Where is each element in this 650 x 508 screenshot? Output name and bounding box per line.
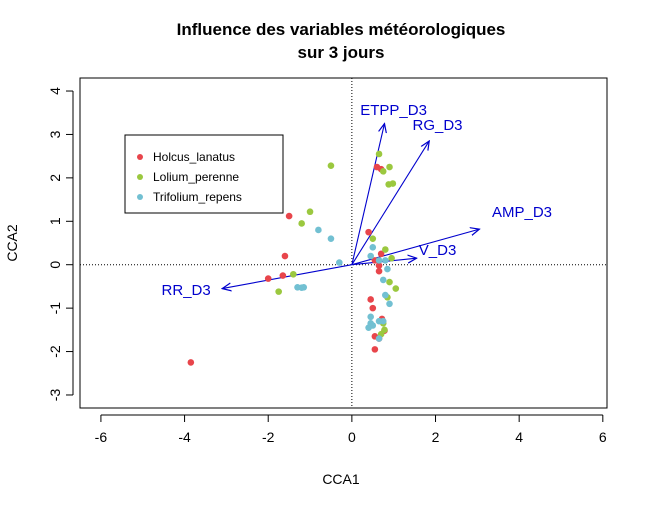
legend: Holcus_lanatus Lolium_perenne Trifolium_re… <box>124 134 284 214</box>
plot-frame <box>79 77 608 409</box>
x-axis: -6 -4 -2 0 2 4 6 <box>95 414 607 445</box>
legend-marker <box>137 174 143 180</box>
y-tick-label: -2 <box>47 345 63 358</box>
point-trifolium-repens <box>367 252 374 260</box>
arrow-label: AMP_D3 <box>492 204 552 221</box>
y-tick-label: 3 <box>47 130 63 138</box>
arrow-rg-d3 <box>351 141 429 266</box>
point-holcus-lanatus <box>371 346 379 353</box>
point-lolium-perenne <box>386 163 393 171</box>
point-trifolium-repens <box>375 257 383 264</box>
point-trifolium-repens <box>386 300 393 308</box>
point-trifolium-repens <box>379 317 387 325</box>
point-holcus-lanatus <box>281 252 289 260</box>
point-lolium-perenne <box>382 246 389 253</box>
point-trifolium-repens <box>379 276 387 284</box>
x-tick-label: -4 <box>178 429 191 445</box>
legend-label: Lolium_perenne <box>153 170 239 184</box>
point-lolium-perenne <box>392 285 400 292</box>
x-axis-title: CCA1 <box>322 471 360 487</box>
x-tick-label: 2 <box>432 429 440 445</box>
point-trifolium-repens <box>369 244 377 251</box>
x-tick-label: -2 <box>262 429 275 445</box>
legend-box <box>124 134 284 214</box>
arrow-label: RG_D3 <box>413 117 463 134</box>
point-trifolium-repens <box>375 335 383 342</box>
point-holcus-lanatus <box>279 272 287 279</box>
chart-title-line-2: sur 3 jours <box>298 43 385 62</box>
point-trifolium-repens <box>315 226 322 234</box>
reference-lines <box>80 78 607 408</box>
x-tick-label: 4 <box>515 429 523 445</box>
y-tick-label: 2 <box>47 174 63 182</box>
legend-marker <box>137 194 143 200</box>
x-tick-label: 6 <box>599 429 607 445</box>
point-holcus-lanatus <box>377 250 385 258</box>
point-lolium-perenne <box>389 180 397 187</box>
legend-marker <box>137 154 143 160</box>
arrow-rr-d3 <box>222 264 352 289</box>
point-lolium-perenne <box>388 254 395 262</box>
point-trifolium-repens <box>300 283 308 291</box>
y-tick-label: -3 <box>47 389 63 402</box>
point-holcus-lanatus <box>187 359 195 366</box>
point-lolium-perenne <box>290 270 297 278</box>
point-lolium-perenne <box>275 288 282 295</box>
point-trifolium-repens <box>382 291 389 299</box>
arrow-etpp-d3 <box>351 124 385 265</box>
arrow-label: V_D3 <box>419 242 457 259</box>
point-trifolium-repens <box>382 257 389 264</box>
point-trifolium-repens <box>365 324 372 331</box>
point-holcus-lanatus <box>375 262 383 269</box>
point-holcus-lanatus <box>375 267 383 275</box>
arrow-label: ETPP_D3 <box>360 102 427 119</box>
point-holcus-lanatus <box>369 304 377 312</box>
y-axis-title: CCA2 <box>4 224 20 262</box>
point-trifolium-repens <box>336 259 343 266</box>
point-holcus-lanatus <box>365 228 372 236</box>
legend-label: Trifolium_repens <box>153 190 242 204</box>
point-lolium-perenne <box>386 278 393 286</box>
point-trifolium-repens <box>367 313 374 321</box>
point-lolium-perenne <box>327 162 335 170</box>
y-tick-label: 4 <box>47 87 63 95</box>
point-lolium-perenne <box>369 235 377 242</box>
chart-title-line-1: Influence des variables météorologiques <box>177 20 506 39</box>
point-lolium-perenne <box>375 150 383 158</box>
point-holcus-lanatus <box>367 296 374 303</box>
x-tick-label: -6 <box>95 429 108 445</box>
point-lolium-perenne <box>298 220 305 227</box>
point-trifolium-repens <box>384 265 391 273</box>
y-axis: -3 -2 -1 0 1 2 3 4 <box>47 87 74 402</box>
point-holcus-lanatus <box>285 212 293 220</box>
x-tick-label: 0 <box>348 429 356 445</box>
y-tick-label: 0 <box>47 261 63 269</box>
point-lolium-perenne <box>306 208 314 216</box>
point-holcus-lanatus <box>264 275 272 282</box>
point-trifolium-repens <box>327 235 335 242</box>
arrow-label: RR_D3 <box>162 282 211 299</box>
y-tick-label: 1 <box>47 217 63 225</box>
y-tick-label: -1 <box>47 302 63 315</box>
legend-label: Holcus_lanatus <box>153 150 235 164</box>
point-lolium-perenne <box>379 168 387 175</box>
scatter-points <box>187 150 400 366</box>
